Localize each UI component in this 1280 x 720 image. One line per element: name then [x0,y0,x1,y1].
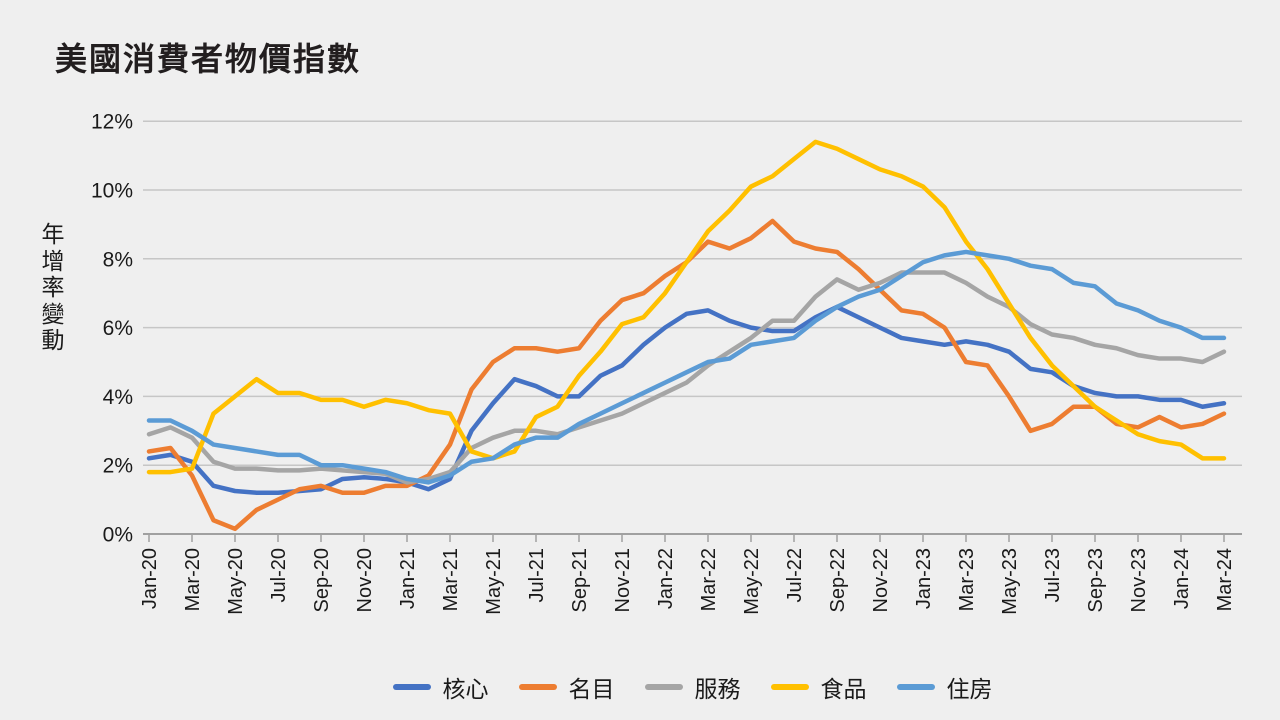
housing-series-swatch [896,684,935,690]
x-tick-label: Sep-23 [1085,548,1107,613]
core-series-swatch [392,684,431,690]
page-title: 美國消費者物價指數 [55,41,362,77]
x-tick-label: Jul-20 [268,548,290,602]
legend-item-services: 服務 [644,670,741,704]
services-series-swatch [644,684,683,690]
food-series-swatch [770,684,809,690]
series-line-food [146,139,1227,475]
y-tick-label: 4% [103,386,133,409]
x-tick-label: Mar-24 [1214,548,1236,611]
x-tick-label: May-21 [483,548,505,615]
y-tick-label: 0% [103,524,133,547]
y-tick-label: 8% [103,248,133,271]
x-tick-label: Mar-22 [698,548,720,611]
x-tick-label: Sep-20 [311,548,333,613]
x-tick-label: May-23 [999,548,1021,615]
legend-label-housing: 住房 [946,676,993,702]
x-tick-label: Jan-22 [655,548,677,609]
legend-item-food: 食品 [770,670,867,704]
legend-label-headline: 名目 [568,676,615,702]
y-axis-title: 年增率變動 [41,221,65,353]
x-tick-label: Nov-20 [354,548,376,612]
x-tick-label: May-20 [225,548,247,615]
series-line-housing [146,249,1227,485]
y-tick-label: 12% [91,111,133,134]
x-tick-label: Nov-21 [612,548,634,612]
headline-series-swatch [518,684,557,690]
x-tick-label: Nov-22 [870,548,892,612]
x-tick-label: Mar-20 [182,548,204,611]
x-tick-label: Sep-22 [827,548,849,613]
x-tick-label: Jul-22 [784,548,806,602]
x-tick-label: Jan-23 [913,548,935,609]
x-tick-label: Jan-20 [139,548,161,609]
x-tick-label: Jul-23 [1042,548,1064,602]
x-tick-label: Mar-21 [440,548,462,611]
legend-item-core: 核心 [392,670,489,704]
y-tick-label: 10% [91,180,133,203]
legend-label-services: 服務 [694,676,741,702]
x-tick-label: Sep-21 [569,548,591,613]
x-tick-label: Mar-23 [956,548,978,611]
legend-item-housing: 住房 [896,670,993,704]
y-tick-label: 2% [103,455,133,478]
legend-label-core: 核心 [442,676,489,702]
x-tick-label: Jan-24 [1171,548,1193,609]
legend-item-headline: 名目 [518,670,615,704]
x-tick-label: May-22 [741,548,763,615]
legend-label-food: 食品 [820,676,867,702]
x-tick-label: Jul-21 [526,548,548,602]
legend: 核心 名目 服務 食品 住房 [143,664,1242,710]
series-line-services [146,270,1227,485]
x-tick-label: Jan-21 [397,548,419,609]
y-tick-label: 6% [103,317,133,340]
x-tick-label: Nov-23 [1128,548,1150,612]
